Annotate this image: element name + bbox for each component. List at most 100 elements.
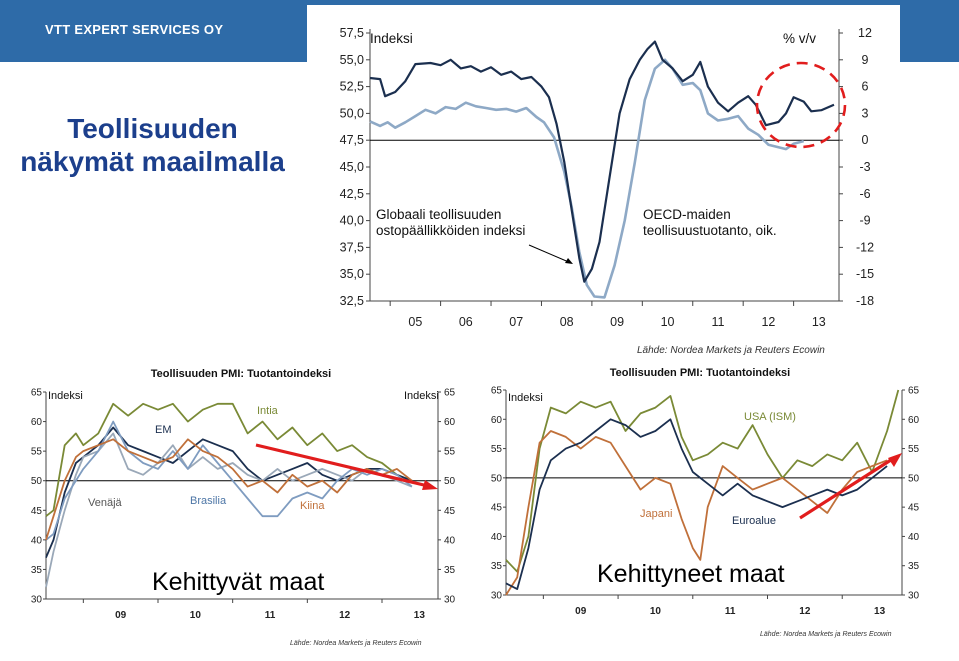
trend-arrowhead-dm [888, 453, 902, 467]
right-tick-label: 35 [444, 565, 456, 576]
x-tick-label: 12 [339, 610, 351, 621]
series-line-oecd [369, 58, 805, 299]
x-tick-label: 05 [408, 315, 422, 329]
x-tick-label: 11 [711, 315, 724, 329]
annotation-oecd-line2: teollisuustuotanto, oik. [643, 223, 777, 238]
right-tick-label: -18 [856, 294, 874, 308]
em-right-unit: Indeksi [404, 390, 439, 402]
x-tick-label: 13 [812, 315, 826, 329]
series-label-intia: Intia [257, 405, 279, 417]
right-tick-label: 12 [858, 26, 872, 40]
right-tick-label: 55 [908, 444, 920, 455]
series-line-euroalue [505, 418, 888, 591]
x-tick-label: 11 [725, 606, 736, 617]
series-line-intia [45, 402, 413, 517]
right-tick-label: 0 [862, 133, 869, 147]
right-tick-label: -12 [856, 240, 874, 254]
right-tick-label: 60 [908, 415, 920, 426]
em-left-unit: Indeksi [48, 390, 83, 402]
series-label-brasilia: Brasilia [190, 495, 227, 507]
global-chart-panel: 57,5 55,0 52,5 50,0 47,5 45,0 42,5 40,0 37,5 35,0… [307, 5, 900, 337]
right-axis-unit: % v/v [783, 31, 816, 46]
x-tick-label: 09 [575, 606, 587, 617]
left-tick-label: 47,5 [340, 133, 364, 147]
left-tick-label: 60 [31, 417, 43, 428]
left-tick-label: 37,5 [340, 240, 364, 254]
left-axis-unit: Indeksi [370, 31, 413, 46]
brand-name: VTT EXPERT SERVICES OY [45, 22, 224, 37]
em-chart-panel: Teollisuuden PMI: Tuotantoindeksi 65 65 60… [12, 362, 470, 648]
dm-caption: Kehittyneet maat [597, 560, 785, 588]
left-tick-label: 50 [31, 476, 43, 487]
page-title: Teollisuuden näkymät maailmalla [10, 112, 295, 178]
dm-chart-title: Teollisuuden PMI: Tuotantoindeksi [610, 367, 790, 379]
right-tick-label: 30 [444, 595, 456, 606]
left-tick-label: 60 [491, 415, 503, 426]
x-tick-label: 07 [509, 315, 523, 329]
right-tick-label: 35 [908, 561, 920, 572]
trend-arrowhead-em [422, 480, 438, 490]
right-tick-label: 45 [444, 506, 456, 517]
series-label-euroalue: Euroalue [732, 515, 776, 527]
page-title-line2: näkymät maailmalla [20, 146, 285, 177]
right-tick-label: -15 [856, 267, 874, 281]
series-line-brasilia [45, 420, 413, 541]
left-tick-label: 50,0 [340, 106, 364, 120]
x-tick-label: 10 [650, 606, 662, 617]
left-tick-label: 30 [31, 595, 43, 606]
series-line-global-pmi [369, 40, 835, 283]
annotation-pmi-arrow [528, 244, 572, 264]
left-tick-label: 65 [491, 386, 503, 397]
left-tick-label: 55,0 [340, 53, 364, 67]
series-line-usa-ism [505, 389, 900, 573]
left-tick-label: 35 [31, 565, 43, 576]
em-chart-grid: 65 65 60 60 55 55 50 50 45 45 40 40 35 35 30 30 09 10 11 12… [31, 388, 456, 622]
x-tick-label: 13 [874, 606, 886, 617]
left-tick-label: 45 [31, 506, 43, 517]
left-tick-label: 50 [491, 473, 503, 484]
right-tick-label: 60 [444, 417, 456, 428]
x-tick-label: 09 [610, 315, 624, 329]
left-tick-label: 35 [491, 561, 503, 572]
right-tick-label: 55 [444, 447, 456, 458]
series-label-kiina: Kiina [300, 500, 325, 512]
trend-arrow-dm [799, 456, 895, 520]
right-tick-label: 50 [908, 473, 920, 484]
dm-chart-source: Lähde: Nordea Markets ja Reuters Ecowin [760, 631, 892, 638]
right-tick-label: -3 [859, 160, 870, 174]
global-chart-source: Lähde: Nordea Markets ja Reuters Ecowin [637, 345, 825, 356]
series-label-japani: Japani [640, 508, 672, 520]
right-tick-label: 65 [908, 386, 920, 397]
series-line-ven-j [45, 432, 413, 588]
annotation-pmi-line2: ostopäällikköiden indeksi [376, 223, 525, 238]
em-caption: Kehittyvät maat [152, 568, 325, 596]
left-tick-label: 40 [491, 532, 503, 543]
right-tick-label: 6 [862, 80, 869, 94]
left-tick-label: 35,0 [340, 267, 364, 281]
right-tick-label: -9 [859, 214, 870, 228]
right-tick-label: 50 [444, 476, 456, 487]
left-tick-label: 45 [491, 503, 503, 514]
series-label-em: EM [155, 424, 172, 436]
em-chart-source: Lähde: Nordea Markets ja Reuters Ecowin [290, 640, 422, 647]
series-line-kiina [45, 438, 413, 541]
right-tick-label: 3 [862, 106, 869, 120]
em-chart-title: Teollisuuden PMI: Tuotantoindeksi [151, 368, 331, 380]
x-tick-label: 12 [761, 315, 775, 329]
dm-chart-panel: Teollisuuden PMI: Tuotantoindeksi 65 65 60… [478, 362, 930, 632]
annotation-oecd-line1: OECD-maiden [643, 207, 731, 222]
dm-left-unit: Indeksi [508, 392, 543, 404]
dm-chart-grid: 65 65 60 60 55 55 50 50 45 45 40 40 35 35 30 30 09 10 11 12… [491, 386, 920, 618]
x-tick-label: 09 [115, 610, 127, 621]
dm-chart: Teollisuuden PMI: Tuotantoindeksi 65 65 60… [491, 367, 920, 618]
global-chart: 57,5 55,0 52,5 50,0 47,5 45,0 42,5 40,0 37,5 35,0… [340, 26, 874, 329]
series-line-em [45, 426, 413, 558]
left-tick-label: 45,0 [340, 160, 364, 174]
page-title-line1: Teollisuuden [67, 113, 238, 144]
right-tick-label: 40 [444, 535, 456, 546]
right-tick-label: 30 [908, 591, 920, 602]
right-tick-label: 9 [862, 53, 869, 67]
left-tick-label: 40 [31, 535, 43, 546]
left-tick-label: 65 [31, 388, 43, 399]
x-tick-label: 13 [414, 610, 426, 621]
